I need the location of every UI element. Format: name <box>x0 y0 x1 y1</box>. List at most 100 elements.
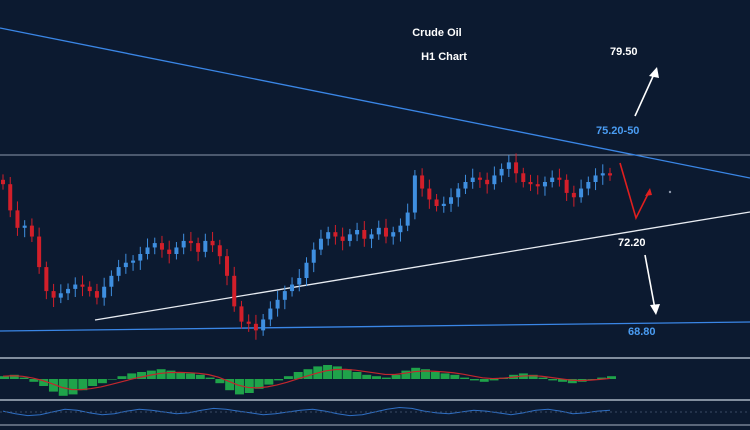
candle-body <box>347 234 352 241</box>
macd-bar <box>88 379 98 386</box>
candle-body <box>37 236 42 268</box>
candle-body <box>586 182 591 189</box>
candle-body <box>225 256 230 276</box>
candle-body <box>535 184 540 187</box>
candle-body <box>210 240 215 246</box>
candle-body <box>145 247 150 254</box>
macd-bar <box>107 379 117 380</box>
macd-bar <box>558 379 568 382</box>
candle-body <box>311 249 316 263</box>
marker-dot <box>668 190 672 194</box>
candle-body <box>340 236 345 241</box>
candle-body <box>261 319 266 331</box>
candle-body <box>593 175 598 182</box>
candle-body <box>217 245 222 257</box>
macd-bar <box>166 370 176 379</box>
macd-bar <box>303 369 313 379</box>
macd-bar <box>293 372 303 379</box>
macd-bar <box>9 374 19 379</box>
candle-body <box>528 182 533 185</box>
macd-bar <box>205 377 215 379</box>
macd-bar <box>538 377 548 379</box>
macd-bar <box>234 379 244 395</box>
macd-bar <box>127 373 137 379</box>
macd-bar <box>401 370 411 379</box>
candle-body <box>362 230 367 239</box>
macd-bar <box>0 376 9 379</box>
candle-body <box>463 182 468 189</box>
macd-signal-line <box>2 368 611 391</box>
candle-body <box>499 168 504 176</box>
macd-bar <box>117 376 127 379</box>
macd-panel <box>0 365 616 396</box>
candle-body <box>492 175 497 185</box>
macd-bar <box>469 379 479 381</box>
macd-bar <box>48 379 58 392</box>
macd-bar <box>29 379 39 382</box>
projection-path <box>619 162 651 221</box>
macd-bar <box>195 374 205 379</box>
candle-body <box>564 179 569 193</box>
level-label-75-20-50: 75.20-50 <box>596 125 639 137</box>
candle-body <box>116 267 121 276</box>
candle-body <box>326 232 331 239</box>
candle-body <box>420 175 425 189</box>
candle-body <box>138 254 143 261</box>
macd-bar <box>254 379 264 389</box>
candle-body <box>427 188 432 200</box>
macd-bar <box>391 374 401 379</box>
level-label-72-20: 72.20 <box>618 237 646 249</box>
candle-body <box>304 262 309 278</box>
candle-body <box>608 173 612 176</box>
candle-body <box>15 210 20 228</box>
candle-body <box>1 179 5 185</box>
candle-body <box>203 240 208 252</box>
macd-bar <box>156 369 166 379</box>
macd-bar <box>420 369 430 379</box>
arrow-down-head <box>650 304 660 315</box>
macd-bar <box>479 379 489 382</box>
candle-body <box>123 262 128 268</box>
candle-body <box>174 247 179 254</box>
chart-subtitle: H1 Chart <box>421 51 467 63</box>
candle-body <box>159 243 164 250</box>
macd-bar <box>283 376 293 379</box>
macd-bar <box>97 379 107 384</box>
candle-body <box>282 291 287 300</box>
candle-body <box>550 177 555 182</box>
candle-body <box>275 299 280 309</box>
arrow-up-head <box>649 67 659 78</box>
candle-body <box>22 225 27 228</box>
oscillator-panel <box>0 406 750 417</box>
macd-bar <box>176 372 186 379</box>
candle-body <box>521 173 526 182</box>
candle-body <box>268 308 273 320</box>
candle-body <box>73 284 78 289</box>
macd-bar <box>607 376 616 379</box>
candle-body <box>441 203 446 206</box>
candle-body <box>109 275 114 287</box>
macd-bar <box>274 379 284 381</box>
candle-body <box>66 288 71 294</box>
candle-body <box>102 286 107 298</box>
chart-title: Crude Oil <box>412 27 462 39</box>
candle-body <box>58 293 63 298</box>
candle-body <box>87 286 92 292</box>
level-label-79-50: 79.50 <box>610 46 638 58</box>
candle-body <box>181 240 186 248</box>
candle-body <box>434 199 439 206</box>
descending-trendline <box>0 27 750 179</box>
candle-body <box>246 321 251 324</box>
candle-body <box>477 177 482 180</box>
macd-bar <box>440 373 450 379</box>
macd-bar <box>78 379 88 391</box>
macd-bar <box>597 377 607 379</box>
candle-body <box>131 260 136 263</box>
candle-body <box>449 197 454 204</box>
candle-body <box>196 243 201 252</box>
candle-body <box>506 162 511 169</box>
ascending-trendline <box>94 211 750 321</box>
macd-bar <box>460 377 470 379</box>
macd-bar <box>332 366 342 379</box>
